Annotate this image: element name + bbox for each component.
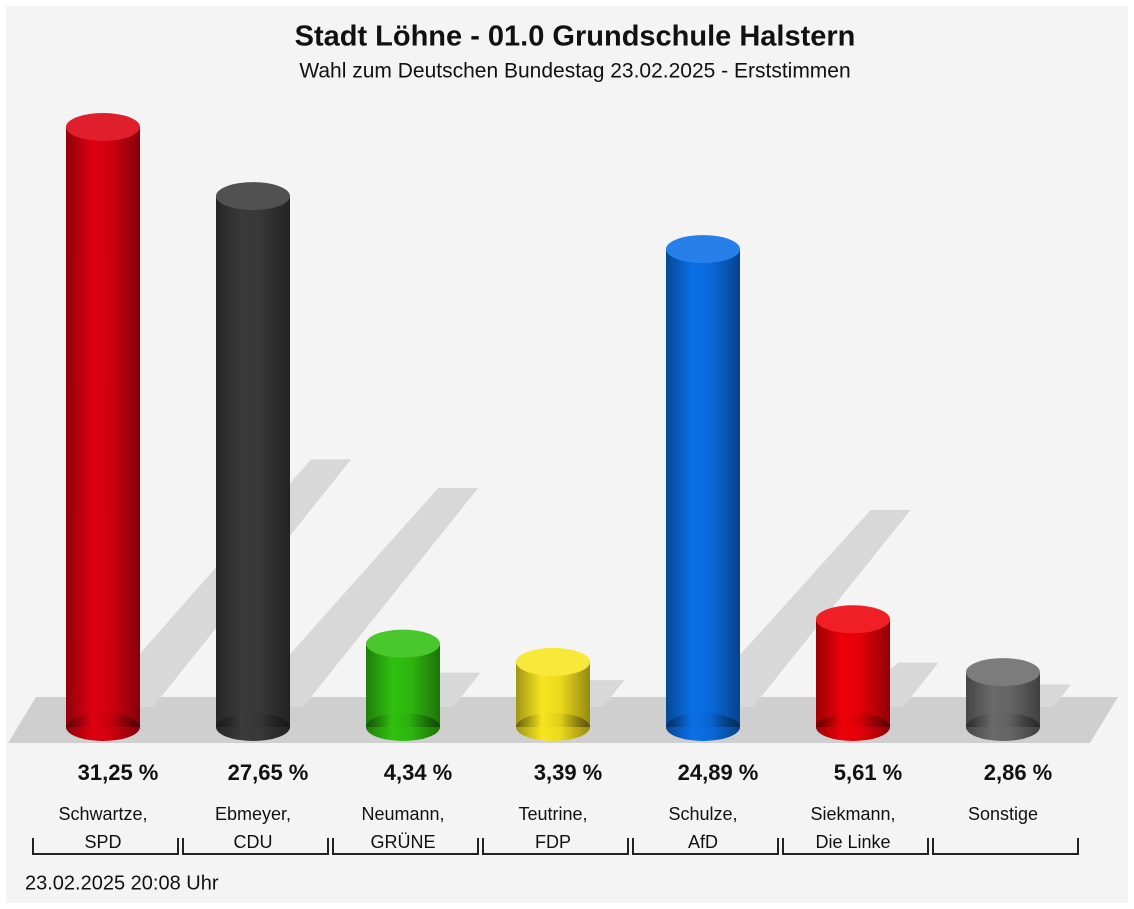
bar-top-light bbox=[816, 605, 890, 634]
value-label: 4,34 % bbox=[384, 760, 453, 785]
x-tick-label: Neumann, bbox=[361, 804, 444, 824]
bar-body-shade bbox=[66, 127, 140, 727]
bar-top bbox=[966, 658, 1040, 687]
bar bbox=[666, 235, 740, 741]
x-tick-label: AfD bbox=[688, 832, 718, 852]
x-tick-label: FDP bbox=[535, 832, 571, 852]
bar-top-light bbox=[66, 113, 140, 141]
bar bbox=[216, 182, 290, 741]
x-tick-label: Schulze, bbox=[668, 804, 737, 824]
background bbox=[6, 6, 1128, 903]
bar-top bbox=[66, 113, 140, 141]
value-label: 24,89 % bbox=[678, 760, 759, 785]
bar-top-light bbox=[516, 647, 590, 676]
bar-top bbox=[816, 605, 890, 634]
bar-body-shade bbox=[816, 619, 890, 727]
x-tick-label: Ebmeyer, bbox=[215, 804, 291, 824]
bar-top-light bbox=[216, 182, 290, 211]
bar-shadow bbox=[693, 509, 911, 707]
x-tick-label: Schwartze, bbox=[58, 804, 147, 824]
x-tick-label: Sonstige bbox=[968, 804, 1038, 824]
value-label: 5,61 % bbox=[834, 760, 903, 785]
bar-body-shade bbox=[666, 249, 740, 727]
x-tick-label: Siekmann, bbox=[810, 804, 895, 824]
bar bbox=[66, 113, 140, 741]
category-bracket bbox=[932, 838, 1079, 855]
x-tick-label: GRÜNE bbox=[370, 832, 435, 852]
bar-top-light bbox=[366, 629, 440, 658]
bar bbox=[516, 647, 590, 741]
x-tick-label: Teutrine, bbox=[518, 804, 587, 824]
value-label: 31,25 % bbox=[78, 760, 159, 785]
bar-top-light bbox=[966, 658, 1040, 687]
bar-top bbox=[516, 647, 590, 676]
bar-top bbox=[366, 629, 440, 658]
x-tick-label: Die Linke bbox=[815, 832, 890, 852]
value-label: 27,65 % bbox=[228, 760, 309, 785]
bar-shadow bbox=[243, 488, 479, 707]
category-bracket bbox=[332, 838, 479, 855]
category-bracket bbox=[182, 838, 329, 855]
bar-top bbox=[666, 235, 740, 264]
bar-top bbox=[216, 182, 290, 211]
x-tick-label: CDU bbox=[234, 832, 273, 852]
value-label: 2,86 % bbox=[984, 760, 1053, 785]
bar bbox=[366, 629, 440, 741]
footer: 23.02.2025 20:08 Uhr bbox=[25, 872, 219, 894]
chart-subtitle: Wahl zum Deutschen Bundestag 23.02.2025 … bbox=[299, 60, 850, 83]
category-bracket bbox=[782, 838, 929, 855]
category-bracket bbox=[32, 838, 179, 855]
bar bbox=[966, 658, 1040, 741]
category-bracket bbox=[632, 838, 779, 855]
bar-body-shade bbox=[216, 196, 290, 727]
x-tick-label: SPD bbox=[84, 832, 121, 852]
bar-top-light bbox=[666, 235, 740, 264]
category-bracket bbox=[482, 838, 629, 855]
chart-title: Stadt Löhne - 01.0 Grundschule Halstern bbox=[295, 21, 856, 53]
value-label: 3,39 % bbox=[534, 760, 603, 785]
bar bbox=[816, 605, 890, 741]
